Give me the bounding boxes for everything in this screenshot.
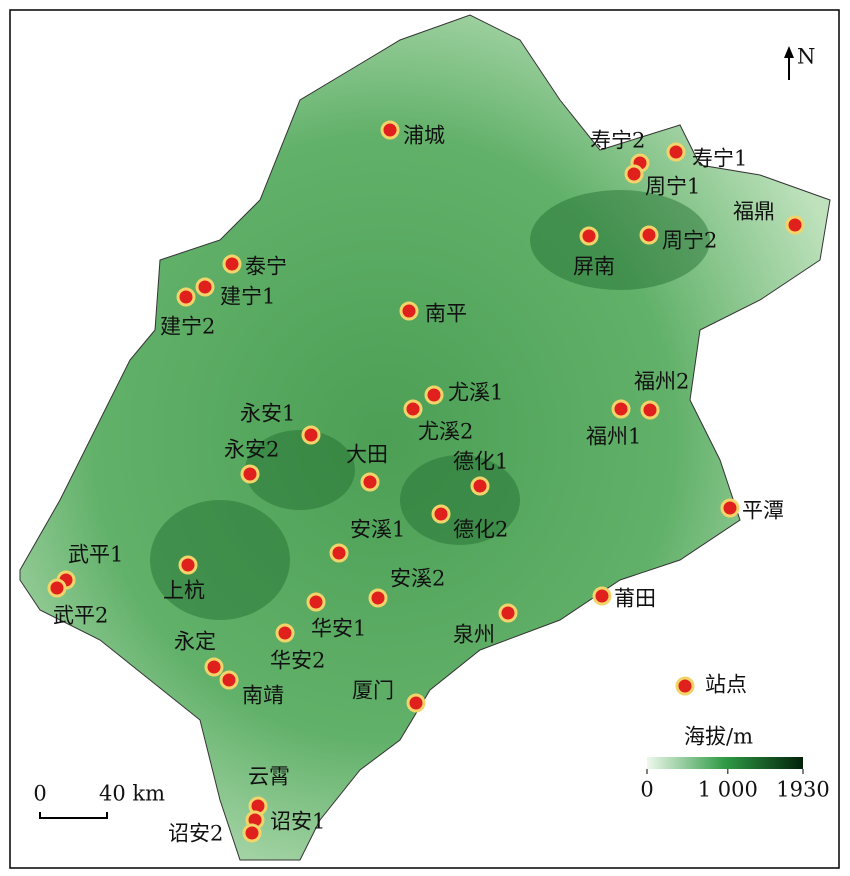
tick-label: 0 [640, 778, 653, 802]
station-marker [242, 823, 262, 843]
station-label: 周宁1 [645, 175, 700, 199]
station-label: 浦城 [403, 124, 445, 148]
legend-marker [675, 676, 695, 696]
tick-label: 1 000 [698, 778, 758, 802]
station-marker [498, 603, 518, 623]
terrain [150, 190, 710, 620]
station-label: 福鼎 [733, 200, 775, 224]
station-marker [178, 555, 198, 575]
station-label: 安溪2 [390, 567, 445, 591]
station-marker [360, 472, 380, 492]
station-marker [470, 476, 490, 496]
station-marker [204, 657, 224, 677]
scale-bar: 0 40 km [33, 782, 165, 819]
north-label: N [797, 45, 815, 69]
station-label: 泉州 [453, 623, 495, 647]
station-marker [624, 164, 644, 184]
station-label: 永安2 [224, 438, 279, 462]
station-marker [329, 543, 349, 563]
station-label: 安溪1 [350, 518, 405, 542]
station-marker [219, 670, 239, 690]
legend-title: 海拔/m [684, 725, 753, 749]
station-label: 南靖 [242, 684, 284, 708]
station-label: 寿宁1 [692, 147, 747, 171]
station-marker [306, 592, 326, 612]
station-label: 武平2 [53, 604, 108, 628]
station-marker [611, 399, 631, 419]
station-label: 南平 [425, 302, 467, 326]
station-label: 建宁1 [220, 285, 275, 309]
color-bar [647, 757, 803, 769]
station-label: 平潭 [742, 499, 784, 523]
station-label: 华安1 [311, 617, 366, 641]
station-label: 福州2 [634, 370, 689, 394]
station-marker [368, 588, 388, 608]
station-label: 泰宁 [245, 255, 287, 279]
station-marker [275, 623, 295, 643]
station-marker [666, 142, 686, 162]
station-marker [785, 215, 805, 235]
station-label: 屏南 [573, 255, 615, 279]
station-marker [380, 120, 400, 140]
north-arrow: N [784, 45, 815, 80]
station-label: 建宁2 [160, 315, 215, 339]
station-marker [47, 578, 67, 598]
station-label: 厦门 [352, 679, 394, 703]
station-label: 德化1 [453, 450, 508, 474]
station-marker [639, 225, 659, 245]
station-marker [640, 400, 660, 420]
station-label: 大田 [346, 443, 388, 467]
station-label: 武平1 [68, 543, 123, 567]
station-marker [240, 464, 260, 484]
station-label: 周宁2 [662, 229, 717, 253]
station-label: 莆田 [614, 587, 656, 611]
station-marker [301, 425, 321, 445]
station-marker [195, 277, 215, 297]
station-marker [579, 226, 599, 246]
station-label: 德化2 [453, 518, 508, 542]
station-label: 永定 [174, 630, 216, 654]
station-label: 华安2 [270, 649, 325, 673]
scale-label: 40 km [99, 782, 165, 806]
station-marker [403, 399, 423, 419]
station-label: 诏安1 [270, 810, 325, 834]
station-marker [424, 385, 444, 405]
scale-label: 0 [33, 782, 46, 806]
station-marker [176, 287, 196, 307]
station-marker [592, 586, 612, 606]
station-marker [720, 498, 740, 518]
station-label: 永安1 [240, 402, 295, 426]
legend-station: 站点 [705, 673, 747, 697]
station-label: 云霄 [248, 765, 290, 789]
station-label: 上杭 [163, 579, 205, 603]
station-marker [406, 693, 426, 713]
station-label: 尤溪1 [448, 381, 503, 405]
station-label: 寿宁2 [590, 129, 645, 153]
land [19, 14, 831, 861]
station-label: 诏安2 [168, 822, 223, 846]
station-label: 福州1 [586, 425, 641, 449]
station-marker [222, 254, 242, 274]
station-marker [399, 301, 419, 321]
tick-label: 1930 [776, 778, 829, 802]
legend: 站点 海拔/m 0 1 000 1930 [640, 673, 829, 802]
station-label: 尤溪2 [418, 420, 473, 444]
station-marker [431, 504, 451, 524]
